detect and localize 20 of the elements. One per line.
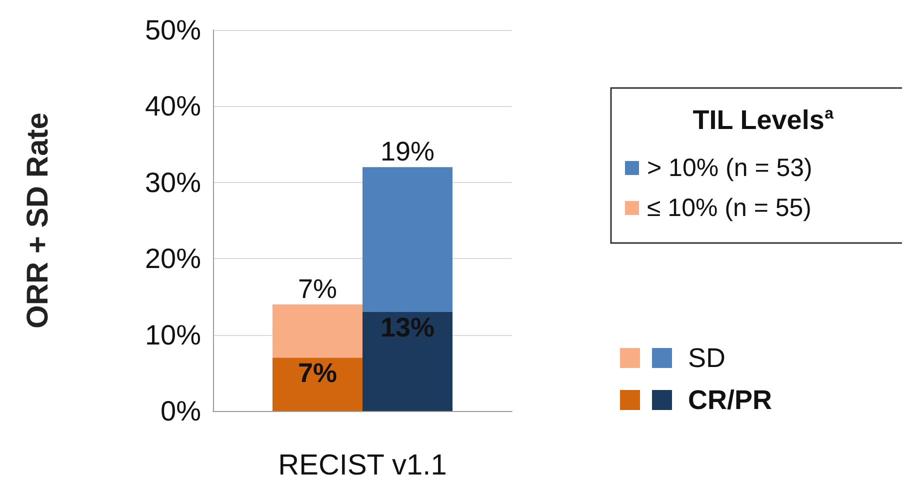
y-tick-label: 30% xyxy=(144,166,201,198)
y-tick-label: 50% xyxy=(144,14,201,46)
y-tick-label: 0% xyxy=(160,396,201,426)
y-tick-label: 10% xyxy=(144,319,201,350)
y-axis-title: ORR + SD Rate xyxy=(22,112,54,328)
y-tick-label: 20% xyxy=(144,243,201,274)
x-axis-title: RECIST v1.1 xyxy=(278,450,447,482)
data-label: 13% xyxy=(380,312,435,342)
text: ≤ 10% (n = 55) xyxy=(647,194,812,222)
legend-label: CR/PR xyxy=(688,385,772,415)
data-label: 19% xyxy=(380,136,435,167)
bar xyxy=(362,167,452,312)
bar xyxy=(272,304,362,358)
data-label: 7% xyxy=(298,358,338,388)
legend-label: SD xyxy=(688,343,726,373)
bar xyxy=(362,312,452,411)
y-tick-label: 40% xyxy=(144,90,201,122)
text: > 10% (n = 53) xyxy=(647,154,812,182)
data-label: 7% xyxy=(298,274,338,304)
bar xyxy=(272,358,362,411)
